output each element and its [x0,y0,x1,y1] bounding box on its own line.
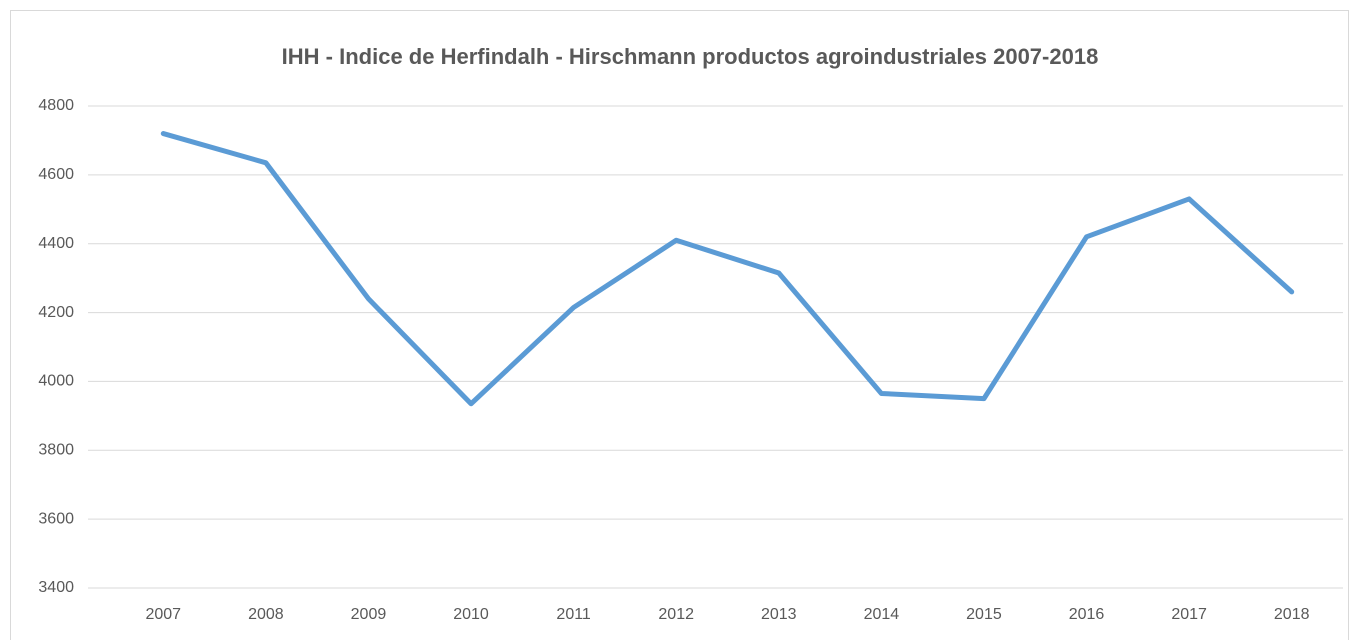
x-tick-label: 2009 [351,606,387,623]
x-tick-label: 2011 [556,606,591,623]
x-tick-label: 2017 [1171,606,1207,623]
y-tick-label: 3800 [38,442,74,459]
x-tick-label: 2007 [145,606,181,623]
x-tick-label: 2010 [453,606,489,623]
x-tick-label: 2014 [864,606,900,623]
chart-frame [10,10,1349,640]
y-tick-label: 3400 [38,579,74,596]
x-tick-label: 2016 [1069,606,1105,623]
x-tick-label: 2015 [966,606,1002,623]
y-tick-label: 4800 [38,97,74,114]
x-tick-label: 2013 [761,606,797,623]
chart-title: IHH - Indice de Herfindalh - Hirschmann … [282,44,1099,69]
y-tick-label: 4400 [38,235,74,252]
x-tick-label: 2008 [248,606,284,623]
y-tick-label: 3600 [38,510,74,527]
y-tick-label: 4000 [38,373,74,390]
data-line [160,131,1295,407]
x-tick-label: 2012 [658,606,694,623]
y-tick-label: 4200 [38,304,74,321]
x-tick-label: 2018 [1274,606,1310,623]
y-tick-label: 4600 [38,166,74,183]
